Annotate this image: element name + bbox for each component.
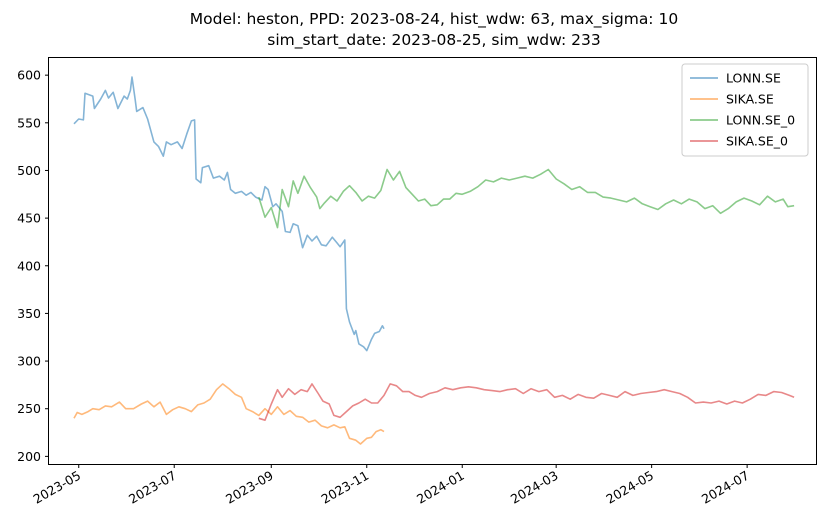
plot-lines	[73, 76, 795, 445]
y-tick-label: 250	[17, 401, 41, 416]
y-tick-label: 500	[17, 163, 41, 178]
chart-title: Model: heston, PPD: 2023-08-24, hist_wdw…	[190, 10, 678, 29]
y-tick-label: 300	[17, 354, 41, 369]
series-line-lonn-se-0	[258, 168, 795, 229]
plot-frame	[48, 57, 817, 465]
legend-box	[681, 63, 809, 157]
legend-label-lonn-se: LONN.SE	[726, 71, 781, 86]
y-tick-label: 350	[17, 306, 41, 321]
legend-label-lonn-se-0: LONN.SE_0	[726, 113, 795, 128]
y-tick-label: 600	[17, 68, 41, 83]
series-line-sika-se-0	[258, 383, 795, 421]
series-line-lonn-se	[73, 76, 385, 352]
y-tick-label: 400	[17, 258, 41, 273]
y-tick-label: 450	[17, 211, 41, 226]
y-axis: 200 250 300 350 400 450 500 550 600	[17, 68, 49, 464]
y-tick-label: 550	[17, 115, 41, 130]
series-line-sika-se	[73, 383, 385, 445]
y-tick-label: 200	[17, 449, 41, 464]
chart-subtitle: sim_start_date: 2023-08-25, sim_wdw: 233	[267, 31, 600, 50]
legend-label-sika-se-0: SIKA.SE_0	[726, 134, 788, 149]
legend-label-sika-se: SIKA.SE	[726, 92, 774, 107]
legend: LONN.SE SIKA.SE LONN.SE_0 SIKA.SE_0	[681, 63, 809, 157]
